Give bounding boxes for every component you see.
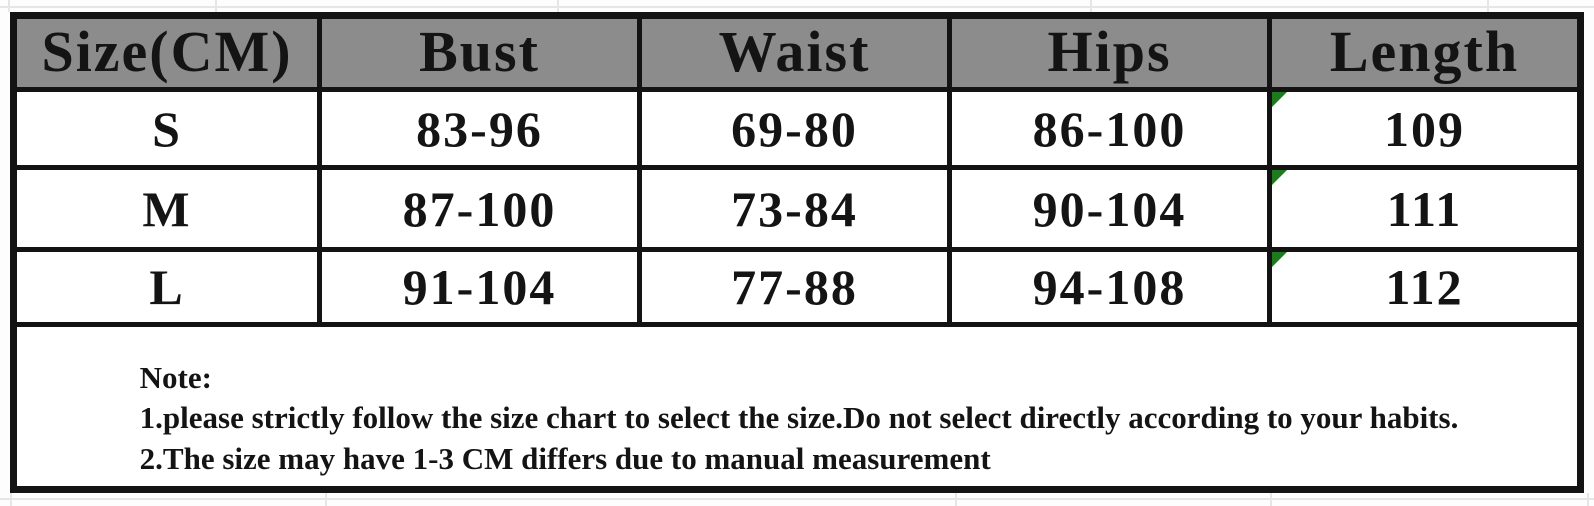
sheet-gridline	[215, 0, 217, 12]
row-m-hips: 90-104	[952, 170, 1272, 252]
sheet-gridline	[8, 0, 10, 12]
row-s-waist: 69-80	[642, 92, 952, 170]
row-m-waist: 73-84	[642, 170, 952, 252]
sheet-gridline	[1587, 493, 1589, 506]
sheet-gridline	[325, 493, 327, 506]
header-hips: Hips	[952, 19, 1272, 92]
sheet-gridline	[0, 498, 1594, 500]
cell-corner-marker-icon	[1272, 92, 1287, 107]
row-m-size: M	[17, 170, 322, 252]
row-m-length: 111	[1272, 170, 1577, 252]
note-line-2: 2.The size may have 1-3 CM differs due t…	[139, 440, 991, 476]
row-s-size: S	[17, 92, 322, 170]
sheet-gridline	[1270, 493, 1272, 506]
sheet-gridline	[955, 493, 957, 506]
row-l-size: L	[17, 252, 322, 327]
header-waist: Waist	[642, 19, 952, 92]
cell-corner-marker-icon	[1272, 170, 1287, 185]
cell-corner-marker-icon	[1272, 252, 1287, 267]
row-s-hips: 86-100	[952, 92, 1272, 170]
row-s-length-value: 109	[1384, 100, 1465, 157]
row-l-length: 112	[1272, 252, 1577, 327]
row-l-hips: 94-108	[952, 252, 1272, 327]
sheet-gridline	[1090, 0, 1092, 12]
row-l-bust: 91-104	[322, 252, 642, 327]
sheet-gridline	[10, 493, 12, 506]
note-line-1: 1.please strictly follow the size chart …	[139, 400, 1459, 436]
sheet-gridline	[557, 0, 559, 12]
header-bust: Bust	[322, 19, 642, 92]
row-l-length-value: 112	[1385, 259, 1464, 315]
row-s-length: 109	[1272, 92, 1577, 170]
note-title: Note:	[139, 360, 212, 396]
header-size-cm: Size(CM)	[17, 19, 322, 92]
row-l-waist: 77-88	[642, 252, 952, 327]
note-cell: Note: 1.please strictly follow the size …	[17, 327, 1577, 486]
header-length: Length	[1272, 19, 1577, 92]
row-s-bust: 83-96	[322, 92, 642, 170]
row-m-bust: 87-100	[322, 170, 642, 252]
row-m-length-value: 111	[1386, 180, 1463, 237]
sheet-gridline	[0, 6, 1594, 8]
sheet-gridline	[1487, 0, 1489, 12]
size-chart-table: Size(CM) Bust Waist Hips Length S 83-96 …	[10, 12, 1584, 493]
